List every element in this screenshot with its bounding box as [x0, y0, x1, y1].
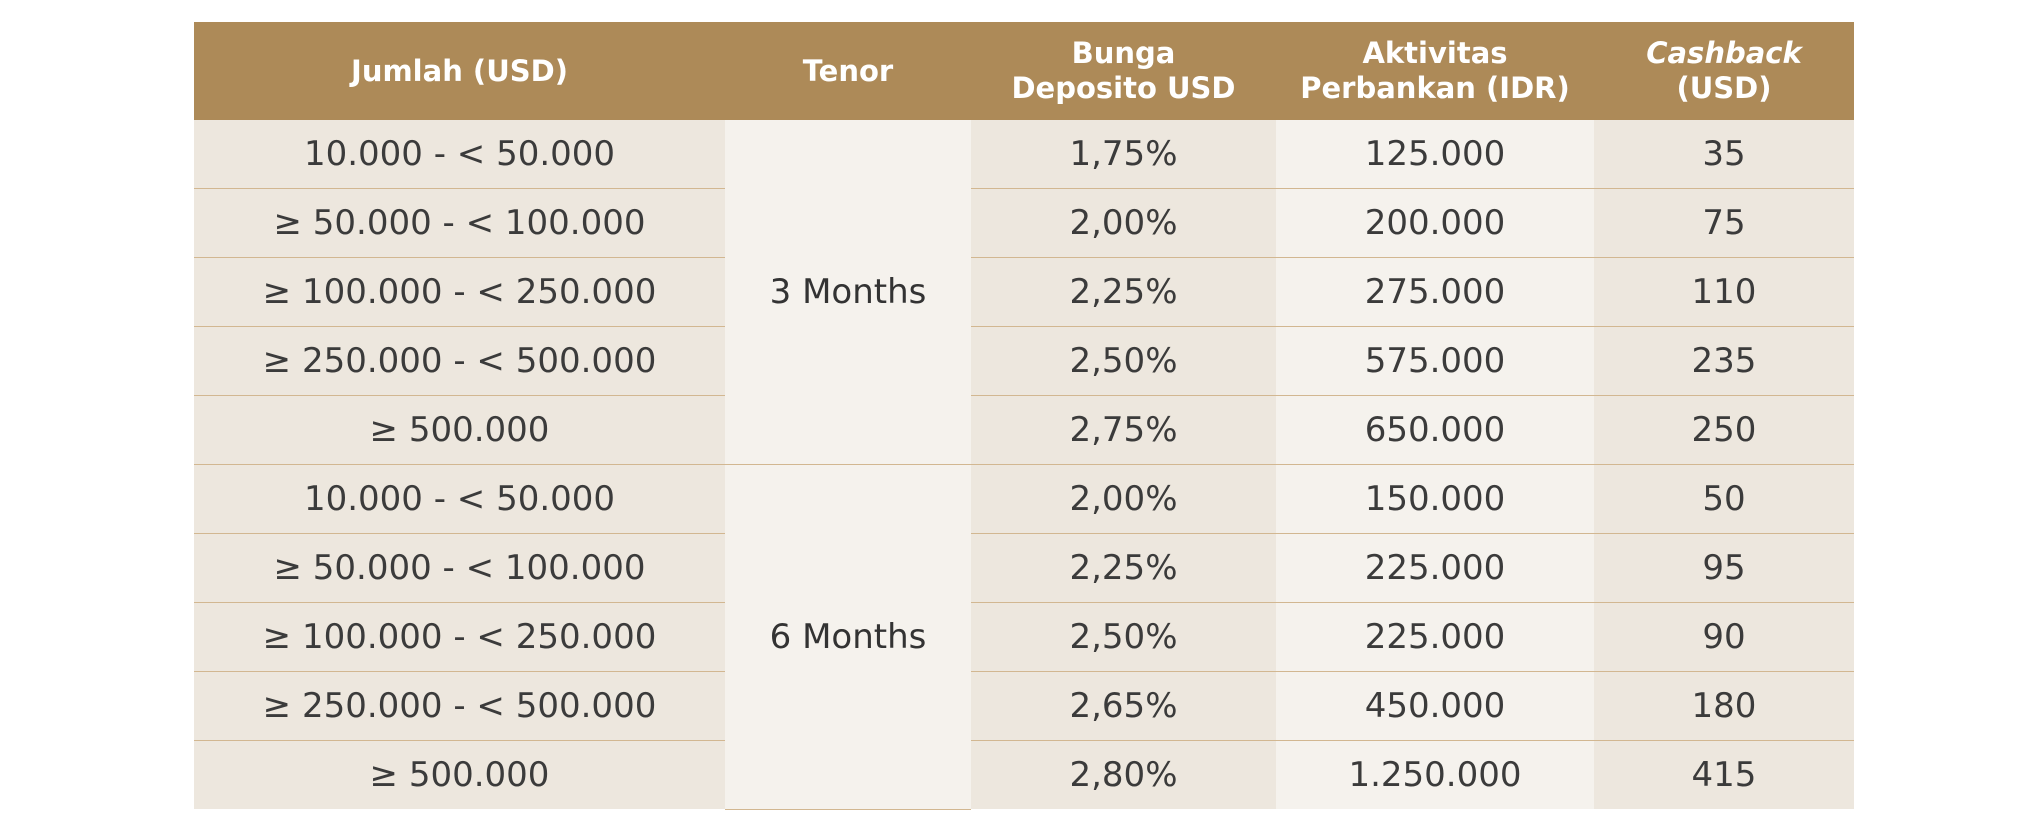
table-row: ≥ 250.000 - < 500.000 2,50% 575.000 235	[194, 326, 1854, 396]
header-amount-label: Jumlah (USD)	[351, 53, 568, 88]
amount-cell: ≥ 250.000 - < 500.000	[194, 671, 725, 741]
cashback-cell: 95	[1594, 533, 1854, 603]
cashback-cell: 110	[1594, 257, 1854, 327]
cashback-cell: 415	[1594, 740, 1854, 809]
amount-cell: ≥ 100.000 - < 250.000	[194, 602, 725, 672]
rate-cell: 2,80%	[971, 740, 1276, 809]
header-amount: Jumlah (USD)	[194, 22, 725, 120]
activity-cell: 450.000	[1276, 671, 1594, 741]
amount-cell: ≥ 250.000 - < 500.000	[194, 326, 725, 396]
rate-cell: 2,00%	[971, 464, 1276, 534]
cashback-cell: 235	[1594, 326, 1854, 396]
activity-cell: 125.000	[1276, 120, 1594, 189]
table-row: ≥ 100.000 - < 250.000 2,50% 225.000 90	[194, 602, 1854, 672]
header-row: Jumlah (USD) Tenor Bunga Deposito USD Ak…	[194, 22, 1854, 120]
table-row: 10.000 - < 50.000 6 Months 2,00% 150.000 50	[194, 464, 1854, 810]
cashback-cell: 250	[1594, 395, 1854, 465]
deposit-rate-table-container: Jumlah (USD) Tenor Bunga Deposito USD Ak…	[194, 22, 1854, 810]
header-rate-line1: Bunga	[1071, 36, 1176, 70]
header-activity-line1: Aktivitas	[1362, 36, 1508, 70]
activity-cell: 1.250.000	[1276, 740, 1594, 809]
cashback-cell: 180	[1594, 671, 1854, 741]
cashback-cell: 50	[1594, 464, 1854, 534]
rate-cell: 2,65%	[971, 671, 1276, 741]
header-cashback: Cashback (USD)	[1594, 22, 1854, 120]
table-row: ≥ 250.000 - < 500.000 2,65% 450.000 180	[194, 671, 1854, 741]
rate-cell: 2,75%	[971, 395, 1276, 465]
rate-cell: 2,00%	[971, 188, 1276, 258]
header-rate: Bunga Deposito USD	[971, 22, 1276, 120]
header-activity-line2: Perbankan (IDR)	[1300, 71, 1570, 105]
header-tenor-label: Tenor	[802, 53, 894, 88]
amount-cell: 10.000 - < 50.000	[194, 464, 725, 534]
rate-cell: 2,25%	[971, 533, 1276, 603]
cashback-cell: 35	[1594, 120, 1854, 189]
activity-cell: 275.000	[1276, 257, 1594, 327]
activity-cell: 150.000	[1276, 464, 1594, 534]
table-row: ≥ 500.000 2,75% 650.000 250	[194, 395, 1854, 465]
header-tenor: Tenor	[725, 22, 971, 120]
table-row: ≥ 50.000 - < 100.000 2,00% 200.000 75	[194, 188, 1854, 258]
table-body: 10.000 - < 50.000 3 Months 1,75% 125.000 35 ≥…	[194, 120, 1854, 810]
activity-cell: 225.000	[1276, 602, 1594, 672]
activity-cell: 200.000	[1276, 188, 1594, 258]
table-row: ≥ 500.000 2,80% 1.250.000 415	[194, 740, 1854, 809]
tenor-cell: 3 Months	[725, 120, 971, 465]
amount-cell: ≥ 500.000	[194, 740, 725, 809]
activity-cell: 225.000	[1276, 533, 1594, 603]
table-row: ≥ 100.000 - < 250.000 2,25% 275.000 110	[194, 257, 1854, 327]
table-row: 10.000 - < 50.000 3 Months 1,75% 125.000 35	[194, 120, 1854, 465]
activity-cell: 575.000	[1276, 326, 1594, 396]
rate-cell: 2,50%	[971, 602, 1276, 672]
amount-cell: ≥ 100.000 - < 250.000	[194, 257, 725, 327]
header-cashback-line2: (USD)	[1676, 71, 1772, 105]
table-header: Jumlah (USD) Tenor Bunga Deposito USD Ak…	[194, 22, 1854, 120]
activity-cell: 650.000	[1276, 395, 1594, 465]
cashback-cell: 75	[1594, 188, 1854, 258]
tenor-cell: 6 Months	[725, 464, 971, 810]
amount-cell: ≥ 500.000	[194, 395, 725, 465]
header-rate-line2: Deposito USD	[1011, 71, 1236, 105]
cashback-cell: 90	[1594, 602, 1854, 672]
header-activity: Aktivitas Perbankan (IDR)	[1276, 22, 1594, 120]
amount-cell: 10.000 - < 50.000	[194, 120, 725, 189]
table-row: ≥ 50.000 - < 100.000 2,25% 225.000 95	[194, 533, 1854, 603]
amount-cell: ≥ 50.000 - < 100.000	[194, 533, 725, 603]
amount-cell: ≥ 50.000 - < 100.000	[194, 188, 725, 258]
deposit-rate-table: Jumlah (USD) Tenor Bunga Deposito USD Ak…	[194, 22, 1854, 810]
rate-cell: 1,75%	[971, 120, 1276, 189]
rate-cell: 2,50%	[971, 326, 1276, 396]
header-cashback-line1: Cashback	[1646, 36, 1802, 70]
rate-cell: 2,25%	[971, 257, 1276, 327]
